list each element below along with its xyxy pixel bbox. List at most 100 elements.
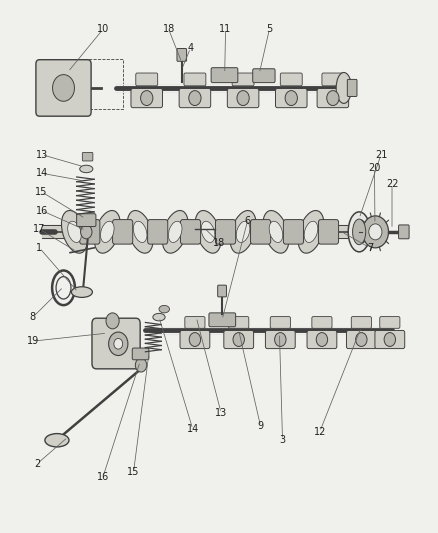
FancyBboxPatch shape — [180, 220, 201, 244]
Ellipse shape — [80, 165, 93, 173]
Text: 13: 13 — [35, 150, 48, 159]
Text: 16: 16 — [35, 206, 48, 215]
Text: 20: 20 — [368, 163, 381, 173]
FancyBboxPatch shape — [380, 317, 400, 328]
Ellipse shape — [162, 211, 188, 253]
Ellipse shape — [71, 287, 92, 297]
FancyBboxPatch shape — [179, 88, 211, 108]
Circle shape — [384, 333, 396, 346]
Ellipse shape — [94, 211, 120, 253]
Text: 10: 10 — [97, 25, 109, 34]
Ellipse shape — [263, 211, 289, 253]
Ellipse shape — [348, 212, 370, 252]
Circle shape — [141, 91, 153, 106]
Ellipse shape — [169, 221, 182, 243]
Ellipse shape — [127, 211, 153, 253]
Text: 11: 11 — [219, 25, 232, 34]
Text: 3: 3 — [279, 435, 286, 445]
Circle shape — [369, 224, 382, 240]
Text: 2: 2 — [34, 459, 40, 469]
Ellipse shape — [153, 313, 165, 321]
FancyBboxPatch shape — [351, 317, 371, 328]
Text: 18: 18 — [213, 238, 225, 247]
Text: 9: 9 — [258, 422, 264, 431]
Text: 14: 14 — [187, 424, 199, 434]
Ellipse shape — [298, 211, 324, 253]
Text: 7: 7 — [367, 243, 373, 253]
FancyBboxPatch shape — [253, 69, 275, 83]
FancyBboxPatch shape — [224, 330, 254, 349]
Circle shape — [356, 333, 367, 346]
Ellipse shape — [61, 211, 88, 253]
FancyBboxPatch shape — [218, 285, 226, 297]
Text: 8: 8 — [30, 312, 36, 322]
Ellipse shape — [336, 72, 352, 103]
Circle shape — [106, 313, 119, 329]
FancyBboxPatch shape — [318, 220, 339, 244]
Ellipse shape — [269, 221, 283, 243]
Ellipse shape — [134, 221, 147, 243]
FancyBboxPatch shape — [322, 73, 344, 86]
FancyBboxPatch shape — [131, 88, 162, 108]
Ellipse shape — [353, 219, 366, 245]
Circle shape — [114, 338, 123, 349]
Circle shape — [285, 91, 297, 106]
FancyBboxPatch shape — [113, 220, 133, 244]
Text: 15: 15 — [127, 467, 140, 477]
FancyBboxPatch shape — [280, 73, 302, 86]
FancyBboxPatch shape — [346, 330, 376, 349]
Circle shape — [53, 75, 74, 101]
FancyBboxPatch shape — [132, 348, 149, 360]
FancyBboxPatch shape — [270, 317, 290, 328]
Text: 4: 4 — [187, 43, 194, 53]
Text: 12: 12 — [314, 427, 326, 437]
Ellipse shape — [45, 434, 69, 447]
Circle shape — [109, 332, 128, 356]
FancyBboxPatch shape — [347, 79, 357, 96]
FancyBboxPatch shape — [184, 73, 206, 86]
Circle shape — [81, 225, 92, 239]
Text: 5: 5 — [266, 25, 272, 34]
FancyBboxPatch shape — [36, 60, 91, 116]
Text: 16: 16 — [97, 472, 109, 482]
FancyBboxPatch shape — [312, 317, 332, 328]
FancyBboxPatch shape — [227, 88, 259, 108]
FancyBboxPatch shape — [232, 73, 254, 86]
Circle shape — [135, 358, 147, 372]
Text: 13: 13 — [215, 408, 227, 418]
Circle shape — [327, 91, 339, 106]
Text: 14: 14 — [35, 168, 48, 178]
Ellipse shape — [101, 221, 114, 243]
FancyBboxPatch shape — [180, 330, 210, 349]
FancyBboxPatch shape — [307, 330, 337, 349]
Ellipse shape — [159, 305, 170, 313]
FancyBboxPatch shape — [148, 220, 168, 244]
Ellipse shape — [230, 211, 256, 253]
FancyBboxPatch shape — [209, 313, 236, 327]
FancyBboxPatch shape — [215, 220, 236, 244]
FancyBboxPatch shape — [229, 317, 249, 328]
Bar — [85, 59, 123, 109]
Circle shape — [316, 333, 328, 346]
FancyBboxPatch shape — [251, 220, 271, 244]
FancyBboxPatch shape — [276, 88, 307, 108]
Text: 1: 1 — [36, 243, 42, 253]
Text: 15: 15 — [35, 187, 48, 197]
FancyBboxPatch shape — [80, 220, 100, 244]
Text: 21: 21 — [375, 150, 387, 159]
FancyBboxPatch shape — [82, 152, 93, 161]
FancyBboxPatch shape — [185, 317, 205, 328]
FancyBboxPatch shape — [399, 225, 409, 239]
FancyBboxPatch shape — [283, 220, 304, 244]
FancyBboxPatch shape — [265, 330, 295, 349]
Text: 17: 17 — [33, 224, 46, 234]
Circle shape — [362, 216, 389, 248]
Ellipse shape — [304, 221, 318, 243]
Circle shape — [189, 91, 201, 106]
Text: 22: 22 — [386, 179, 398, 189]
Circle shape — [275, 333, 286, 346]
FancyBboxPatch shape — [211, 68, 238, 83]
FancyBboxPatch shape — [317, 88, 349, 108]
FancyBboxPatch shape — [92, 318, 140, 369]
Ellipse shape — [201, 221, 215, 243]
